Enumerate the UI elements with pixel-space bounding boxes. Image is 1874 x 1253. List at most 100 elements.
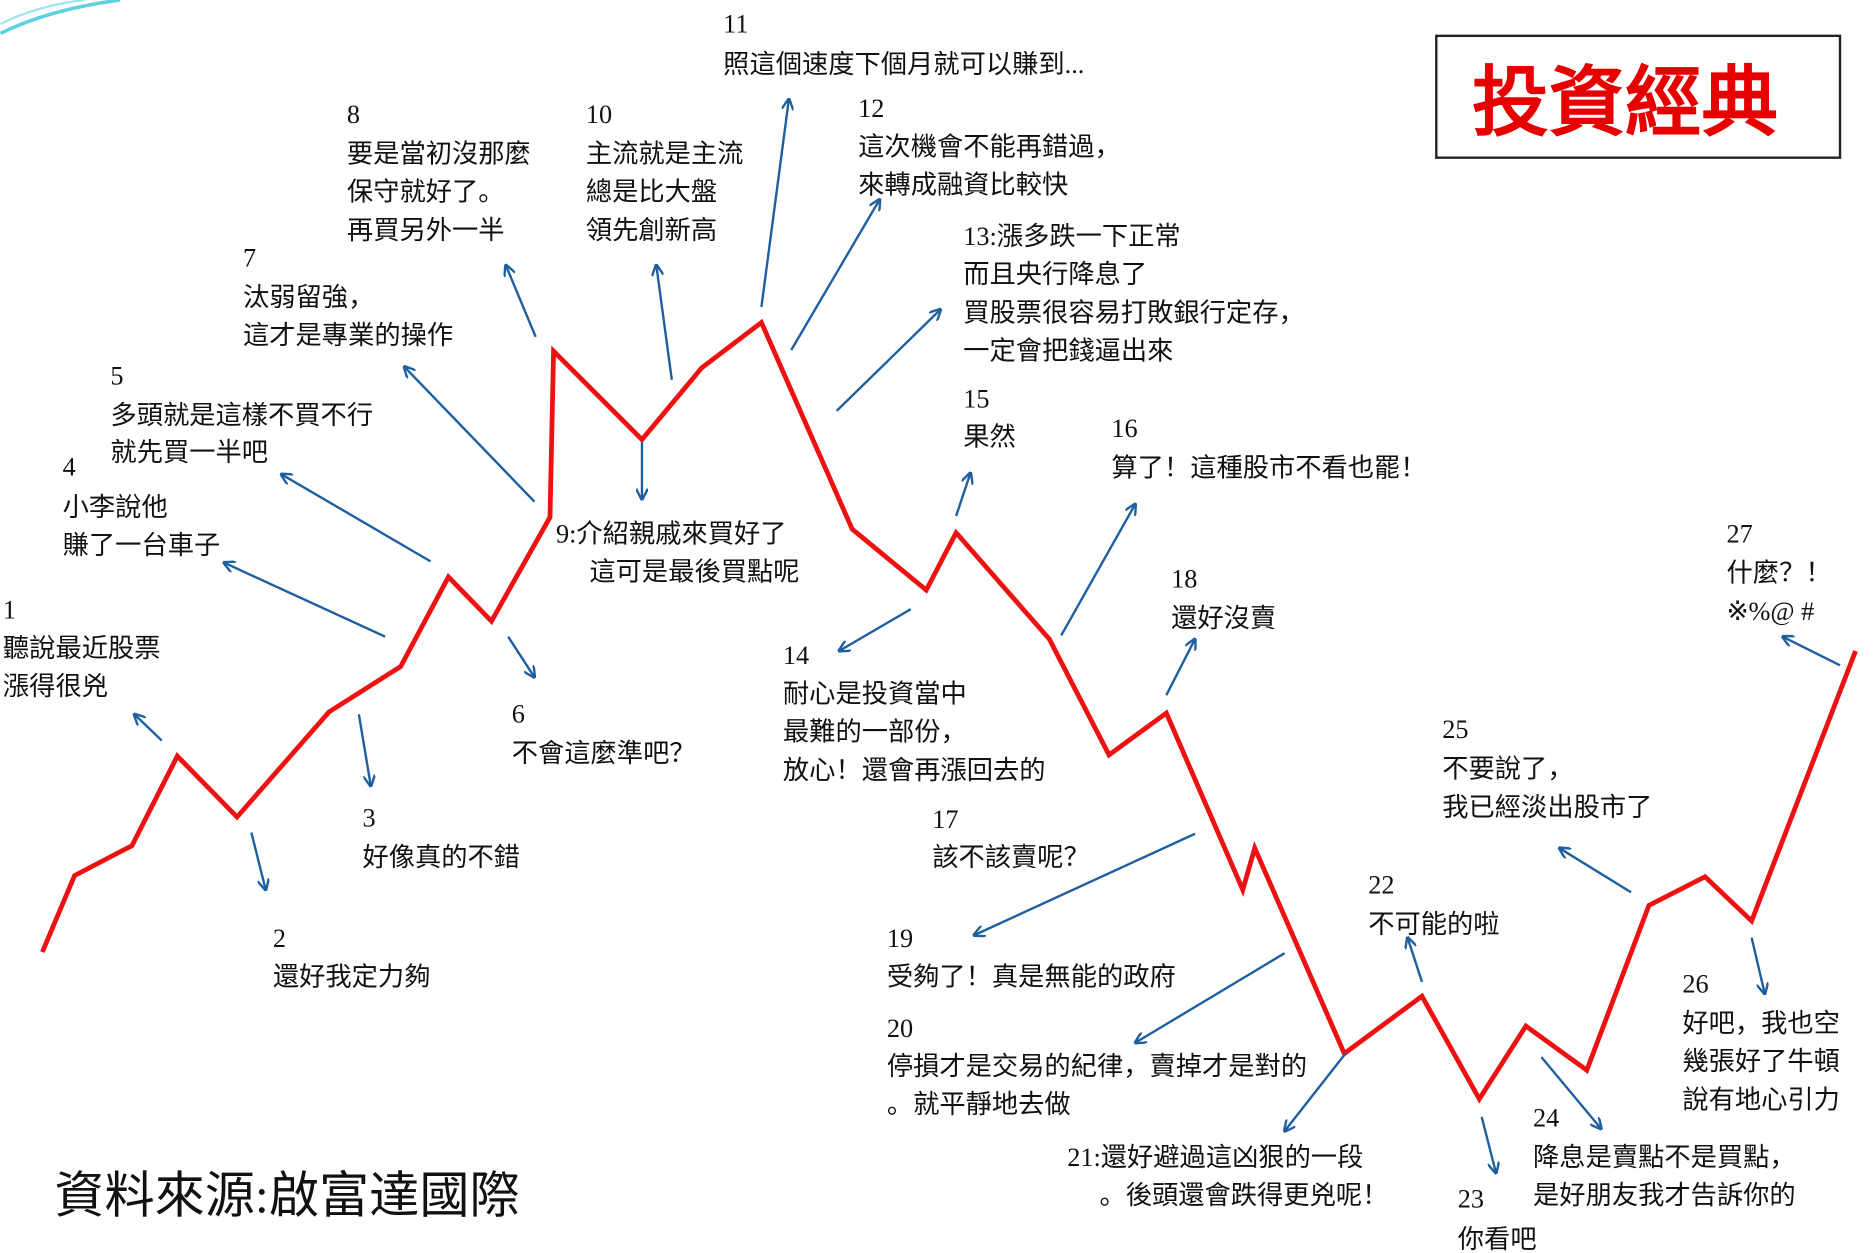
note-number: 26 — [1682, 970, 1708, 999]
note-text: 算了！這種股市不看也罷！ — [1111, 454, 1426, 483]
note-text: 果然 — [963, 423, 1016, 452]
note-text: 漲得很兇 — [3, 672, 108, 701]
note-text: 停損才是交易的紀律，賣掉才是對的 — [887, 1052, 1307, 1081]
arrow — [1285, 1052, 1347, 1132]
title: 投資經典 — [1472, 61, 1778, 146]
note-number: 22 — [1368, 870, 1394, 899]
price-line — [40, 318, 1858, 1104]
note-number: 11 — [723, 9, 748, 38]
note-text: 賺了一台車子 — [63, 531, 221, 560]
arrow — [790, 199, 879, 351]
arrow — [1135, 952, 1286, 1043]
note-number: 5 — [110, 362, 123, 391]
note-text: 21:還好避過這凶狠的一段 — [1067, 1143, 1363, 1172]
note-text: 主流就是主流 — [586, 139, 744, 168]
note-text: 來轉成融資比較快 — [858, 171, 1068, 200]
note-text: 耐心是投資當中 — [783, 679, 967, 708]
arrow — [1060, 504, 1135, 637]
arrow — [224, 563, 386, 638]
arrow — [250, 832, 265, 890]
decoration — [0, 0, 85, 25]
note-text: 這次機會不能再錯過， — [858, 132, 1121, 161]
note-text: 保守就好了。 — [347, 178, 505, 207]
note-number: 16 — [1111, 414, 1137, 443]
note-text: 就先買一半吧 — [110, 438, 268, 467]
note-number: 15 — [963, 384, 989, 413]
note-text: 放心！還會再漲回去的 — [783, 756, 1046, 785]
arrow — [1750, 937, 1765, 994]
note-text: 不可能的啦 — [1368, 910, 1499, 939]
note-number: 14 — [783, 641, 809, 670]
arrow — [656, 265, 674, 381]
arrow — [760, 99, 788, 308]
note-text: 你看吧 — [1458, 1225, 1537, 1253]
arrow — [1165, 639, 1195, 696]
note-text: 我已經淡出股市了 — [1442, 793, 1652, 822]
note-text: 。就平靜地去做 — [887, 1090, 1071, 1119]
arrow — [1783, 637, 1841, 667]
note-text: 總是比大盤 — [586, 178, 717, 207]
arrow — [134, 714, 163, 742]
note-text: 汰弱留強， — [243, 283, 374, 312]
note-text: 受夠了！真是無能的政府 — [887, 962, 1176, 991]
note-number: 1 — [3, 596, 16, 625]
note-text: 領先創新高 — [586, 216, 717, 245]
note-text: 還好沒賣 — [1171, 604, 1276, 633]
note-number: 2 — [273, 924, 286, 953]
note-text: 要是當初沒那麼 — [347, 139, 531, 168]
note-text: 最難的一部份， — [783, 718, 967, 747]
note-number: 7 — [243, 243, 256, 272]
arrow — [1408, 938, 1424, 983]
note-text: 再買另外一半 — [347, 216, 505, 245]
arrow — [404, 367, 536, 503]
note-text: 聽說最近股票 — [3, 634, 161, 663]
note-text: 還好我定力夠 — [273, 962, 431, 991]
note-number: 20 — [887, 1014, 913, 1043]
note-text: 該不該賣呢？ — [932, 843, 1090, 872]
note-text: 這可是最後買點呢 — [589, 558, 799, 587]
note-text: 而且央行降息了 — [963, 260, 1147, 289]
note-text: 9:介紹親戚來買好了 — [556, 519, 787, 548]
note-text: 。後頭還會跌得更兇呢！ — [1099, 1181, 1388, 1210]
arrow — [954, 473, 970, 517]
note-number: 25 — [1442, 715, 1468, 744]
note-text: 這才是專業的操作 — [243, 321, 453, 350]
note-text: 小李說他 — [63, 493, 168, 522]
note-number: 4 — [63, 452, 76, 481]
arrow — [357, 714, 371, 786]
note-text: 買股票很容易打敗銀行定存， — [963, 298, 1304, 327]
note-number: 6 — [512, 700, 525, 729]
note-number: 27 — [1727, 519, 1753, 548]
note-text: 幾張好了牛頓 — [1682, 1047, 1840, 1076]
arrow — [507, 636, 534, 678]
note-text: 好像真的不錯 — [362, 843, 520, 872]
note-text: 不會這麼準吧？ — [512, 739, 696, 768]
note-text: 好吧，我也空 — [1682, 1009, 1840, 1038]
note-text: 多頭就是這樣不買不行 — [110, 401, 373, 430]
arrow — [974, 832, 1196, 936]
note-text: ※%@ # — [1727, 597, 1815, 626]
arrow — [281, 474, 432, 563]
note-text: 13:漲多跌一下正常 — [963, 222, 1180, 251]
note-number: 10 — [586, 100, 612, 129]
note-number: 23 — [1458, 1185, 1484, 1214]
note-number: 12 — [858, 94, 884, 123]
note-number: 8 — [347, 100, 360, 129]
arrow — [835, 309, 941, 412]
arrow — [1559, 848, 1632, 894]
arrow — [506, 265, 537, 338]
arrow — [839, 608, 912, 651]
note-text: 一定會把錢逼出來 — [963, 337, 1173, 366]
arrow — [1540, 1056, 1601, 1129]
note-number: 18 — [1171, 565, 1197, 594]
note-text: 什麼？！ — [1727, 559, 1832, 588]
note-text: 說有地心引力 — [1682, 1085, 1840, 1114]
note-text: 降息是賣點不是買點， — [1533, 1143, 1796, 1172]
note-text: 照這個速度下個月就可以賺到... — [723, 50, 1084, 79]
note-number: 17 — [932, 805, 958, 834]
note-number: 24 — [1533, 1103, 1559, 1132]
title-box — [1435, 34, 1842, 159]
note-number: 19 — [887, 924, 913, 953]
arrow — [1480, 1116, 1496, 1173]
